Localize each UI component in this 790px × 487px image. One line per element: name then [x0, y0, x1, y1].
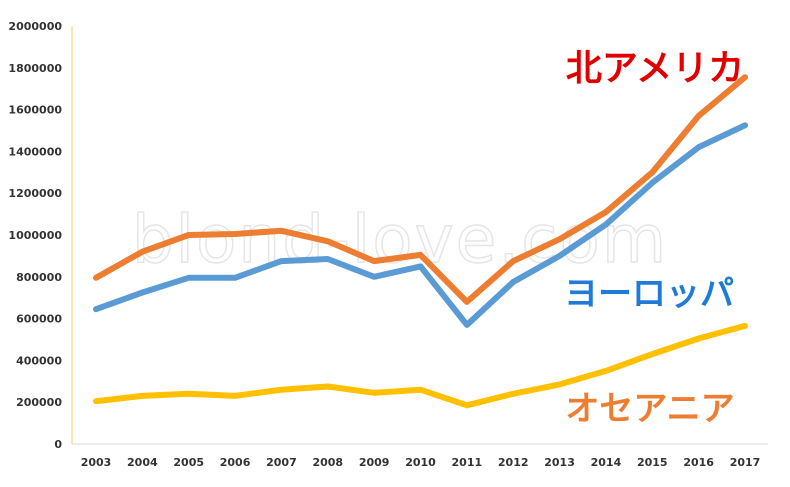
y-tick-label: 2000000	[8, 20, 62, 33]
series-label-0: 北アメリカ	[566, 48, 744, 89]
series-line-0	[93, 74, 748, 305]
x-tick-label: 2008	[312, 456, 343, 469]
x-tick-label: 2013	[544, 456, 575, 469]
y-tick-label: 1800000	[8, 62, 62, 75]
x-tick-label: 2014	[591, 456, 622, 469]
x-tick-label: 2010	[405, 456, 436, 469]
x-tick-label: 2005	[173, 456, 204, 469]
x-tick-label: 2007	[266, 456, 297, 469]
x-tick-label: 2004	[127, 456, 158, 469]
y-tick-label: 400000	[16, 354, 62, 367]
y-tick-label: 600000	[16, 313, 62, 326]
y-tick-label: 800000	[16, 271, 62, 284]
x-tick-label: 2015	[637, 456, 668, 469]
x-tick-label: 2012	[498, 456, 529, 469]
series-line-2	[93, 322, 748, 409]
x-tick-label: 2016	[683, 456, 714, 469]
x-tick-label: 2006	[220, 456, 251, 469]
y-tick-labels: 0 200000 400000 600000 800000 1000000 1200000 1…	[8, 20, 62, 451]
y-tick-label: 1000000	[8, 229, 62, 242]
series-label-1: ヨーロッパ	[564, 274, 734, 314]
y-tick-label: 1200000	[8, 187, 62, 200]
x-tick-label: 2003	[81, 456, 112, 469]
series-lines	[93, 74, 748, 409]
watermark-text: blond-love.com	[132, 201, 668, 278]
series-line-1	[93, 122, 748, 328]
x-tick-label: 2009	[359, 456, 390, 469]
x-tick-label: 2011	[452, 456, 483, 469]
y-tick-label: 1400000	[8, 145, 62, 158]
series-label-2: オセアニア	[565, 389, 734, 429]
y-tick-label: 1600000	[8, 104, 62, 117]
x-tick-label: 2017	[730, 456, 761, 469]
y-tick-label: 200000	[16, 396, 62, 409]
y-tick-label: 0	[54, 438, 62, 451]
x-tick-labels: 2003 2004 2005 2006 2007 2008 2009 2010 2011 2012…	[81, 456, 761, 469]
